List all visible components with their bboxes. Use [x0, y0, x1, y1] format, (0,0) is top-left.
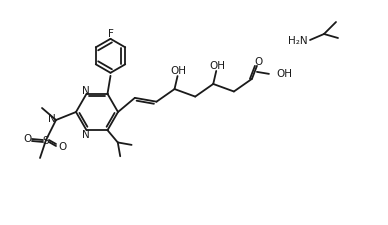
Text: O: O	[58, 141, 66, 151]
Text: OH: OH	[209, 61, 225, 71]
Text: N: N	[81, 130, 89, 140]
Text: O: O	[255, 57, 263, 67]
Text: F: F	[107, 29, 113, 39]
Text: H₂N: H₂N	[288, 36, 308, 46]
Text: O: O	[23, 133, 31, 143]
Text: N: N	[48, 113, 56, 124]
Text: OH: OH	[171, 66, 187, 76]
Text: N: N	[81, 86, 89, 95]
Text: OH: OH	[276, 69, 292, 79]
Text: S: S	[43, 135, 49, 145]
